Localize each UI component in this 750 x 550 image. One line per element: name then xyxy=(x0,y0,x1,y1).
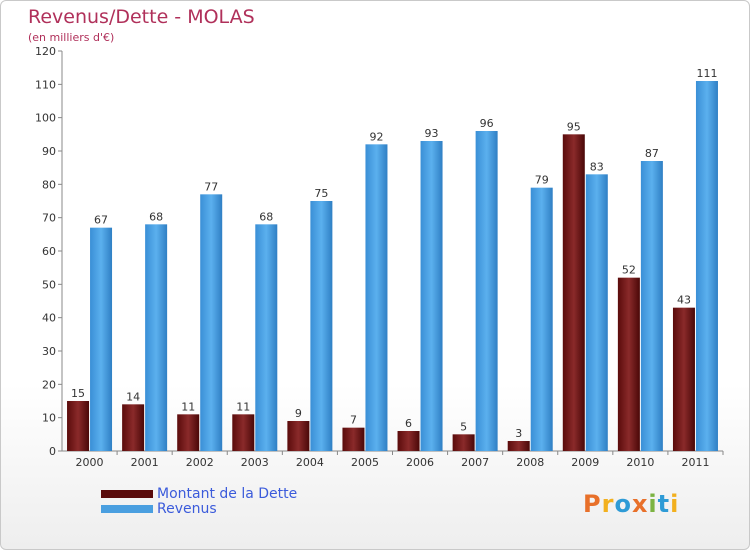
y-tick-label: 110 xyxy=(35,78,56,91)
bar-revenus xyxy=(695,81,718,451)
data-label-revenus: 93 xyxy=(425,127,439,140)
bar-revenus xyxy=(530,187,553,451)
y-tick-label: 50 xyxy=(42,278,56,291)
x-tick-label: 2000 xyxy=(76,456,104,469)
logo-letter: t xyxy=(657,490,671,518)
bar-dette xyxy=(397,431,420,451)
data-label-dette: 9 xyxy=(295,407,302,420)
logo-letter: i xyxy=(648,490,658,518)
data-label-dette: 43 xyxy=(677,294,691,307)
data-label-dette: 6 xyxy=(405,417,412,430)
bar-revenus xyxy=(475,131,498,451)
x-tick-label: 2006 xyxy=(406,456,434,469)
data-label-revenus: 79 xyxy=(535,174,549,187)
y-tick-label: 40 xyxy=(42,312,56,325)
y-tick-label: 20 xyxy=(42,378,56,391)
legend-label-debt: Montant de la Dette xyxy=(157,486,298,502)
data-label-dette: 7 xyxy=(350,414,357,427)
bar-revenus xyxy=(365,144,388,452)
y-tick-label: 10 xyxy=(42,412,56,425)
chart-title: Revenus/Dette - MOLAS xyxy=(28,6,255,28)
bar-dette xyxy=(617,277,640,451)
bar-dette xyxy=(672,307,695,451)
data-label-revenus: 67 xyxy=(94,214,108,227)
bar-dette xyxy=(287,421,310,451)
logo-letter: P xyxy=(583,490,602,518)
bar-dette xyxy=(342,427,365,451)
bars xyxy=(67,81,718,452)
proxiti-logo: Proxiti xyxy=(583,490,679,518)
y-tick-label: 70 xyxy=(42,212,56,225)
bar-dette xyxy=(232,414,255,451)
bar-dette xyxy=(122,404,145,451)
x-tick-label: 2008 xyxy=(516,456,544,469)
bar-dette xyxy=(452,434,475,451)
x-tick-label: 2005 xyxy=(351,456,379,469)
data-label-revenus: 68 xyxy=(149,210,163,223)
y-tick-label: 60 xyxy=(42,245,56,258)
data-label-revenus: 68 xyxy=(259,210,273,223)
bar-revenus xyxy=(90,227,113,451)
y-tick-label: 90 xyxy=(42,145,56,158)
y-tick-label: 100 xyxy=(35,112,56,125)
logo-letter: r xyxy=(601,490,615,518)
data-label-dette: 11 xyxy=(181,400,195,413)
data-label-revenus: 96 xyxy=(480,117,494,130)
y-tick-label: 0 xyxy=(49,445,56,458)
axes: 0 10 20 30 40 50 60 70 80 90 100 110 120 2000 2001 2002… xyxy=(35,45,724,469)
data-label-dette: 3 xyxy=(515,427,522,440)
bar-revenus xyxy=(640,161,663,451)
data-label-dette: 52 xyxy=(622,264,636,277)
x-tick-label: 2011 xyxy=(681,456,709,469)
logo-letter: i xyxy=(670,490,680,518)
data-label-dette: 95 xyxy=(567,120,581,133)
bar-dette xyxy=(562,134,585,452)
bar-revenus xyxy=(310,201,333,451)
data-label-revenus: 83 xyxy=(590,160,604,173)
legend-swatch-revenus xyxy=(101,505,153,513)
legend-label-revenus: Revenus xyxy=(157,501,217,517)
data-label-dette: 14 xyxy=(126,390,140,403)
y-tick-label: 80 xyxy=(42,178,56,191)
data-label-revenus: 75 xyxy=(314,187,328,200)
data-label-revenus: 77 xyxy=(204,180,218,193)
bar-revenus xyxy=(420,141,443,451)
x-tick-label: 2009 xyxy=(571,456,599,469)
legend-swatch-debt xyxy=(101,490,153,498)
x-tick-label: 2004 xyxy=(296,456,324,469)
bar-revenus xyxy=(200,194,223,452)
x-tick-label: 2002 xyxy=(186,456,214,469)
chart-subtitle: (en milliers d'€) xyxy=(28,31,115,44)
logo-letter: o xyxy=(614,490,632,518)
x-tick-label: 2007 xyxy=(461,456,489,469)
bar-dette xyxy=(67,401,90,451)
bar-revenus xyxy=(585,174,608,452)
data-label-dette: 15 xyxy=(71,387,85,400)
bar-dette xyxy=(507,441,530,451)
data-label-revenus: 92 xyxy=(369,130,383,143)
bar-dette xyxy=(177,414,200,451)
data-labels: 15 67 14 68 11 77 11 68 9 75 7 92 6 93 5 96 3 79 95 83 52 87 4… xyxy=(71,67,717,440)
bar-revenus xyxy=(145,224,168,451)
data-label-dette: 11 xyxy=(236,400,250,413)
bar-revenus xyxy=(255,224,278,451)
x-tick-label: 2010 xyxy=(626,456,654,469)
logo-letter: x xyxy=(631,490,649,518)
x-tick-label: 2001 xyxy=(131,456,159,469)
x-tick-label: 2003 xyxy=(241,456,269,469)
y-tick-label: 120 xyxy=(35,45,56,58)
data-label-revenus: 111 xyxy=(696,67,717,80)
data-label-dette: 5 xyxy=(460,420,467,433)
data-label-revenus: 87 xyxy=(645,147,659,160)
y-tick-label: 30 xyxy=(42,345,56,358)
